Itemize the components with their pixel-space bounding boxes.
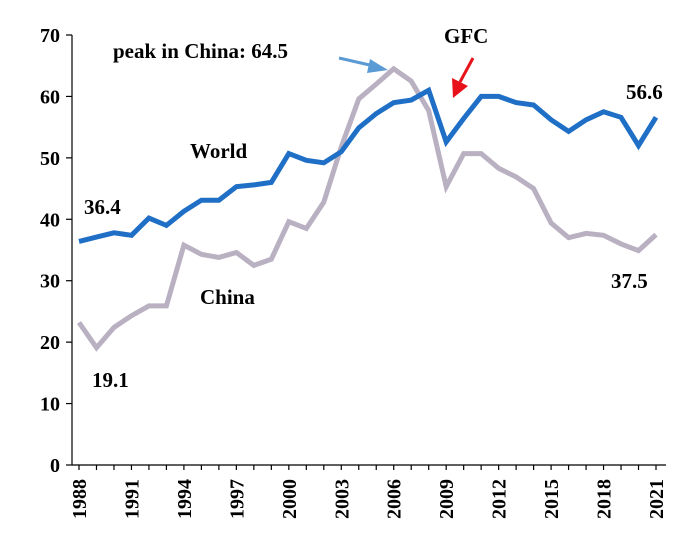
peak-annotation: peak in China: 64.5 — [113, 39, 288, 63]
x-tick-label: 2012 — [489, 479, 511, 519]
world-end-value-label: 56.6 — [626, 80, 663, 104]
x-tick-label: 2018 — [594, 479, 616, 519]
y-tick-label: 40 — [40, 209, 60, 231]
x-tick-label: 1991 — [121, 479, 143, 519]
gfc-arrow — [452, 57, 475, 98]
peak-arrow — [338, 56, 388, 73]
y-axis: 0 10 20 30 40 50 60 70 — [40, 25, 73, 477]
y-tick-label: 50 — [40, 148, 60, 170]
x-tick-label: 2015 — [541, 479, 563, 519]
y-tick-label: 30 — [40, 271, 60, 293]
y-tick-label: 20 — [40, 332, 60, 354]
series-lines — [76, 65, 659, 352]
china-end-value-label: 37.5 — [611, 269, 648, 293]
y-tick-label: 10 — [40, 394, 60, 416]
x-tick-label: 2003 — [331, 479, 353, 519]
x-tick-label: 1988 — [69, 479, 91, 519]
y-tick-label: 0 — [50, 455, 60, 477]
china-series-label: China — [200, 285, 255, 309]
x-tick-label: 2021 — [646, 479, 668, 519]
world-series-line — [78, 86, 659, 244]
gfc-annotation: GFC — [444, 24, 488, 48]
x-tick-label: 1997 — [226, 479, 248, 519]
x-tick-label: 1994 — [174, 479, 196, 519]
x-axis: 1988 1991 1994 1997 2000 2003 2006 2009 2012 2015… — [69, 464, 668, 519]
x-tick-label: 2006 — [384, 479, 406, 519]
x-tick-label: 2009 — [436, 479, 458, 519]
world-series-label: World — [190, 139, 247, 163]
x-tick-label: 2000 — [279, 479, 301, 519]
y-tick-label: 60 — [40, 86, 60, 108]
world-start-value-label: 36.4 — [84, 195, 121, 219]
china-series-line — [76, 65, 658, 352]
china-start-value-label: 19.1 — [92, 368, 129, 392]
y-tick-label: 70 — [40, 25, 60, 47]
